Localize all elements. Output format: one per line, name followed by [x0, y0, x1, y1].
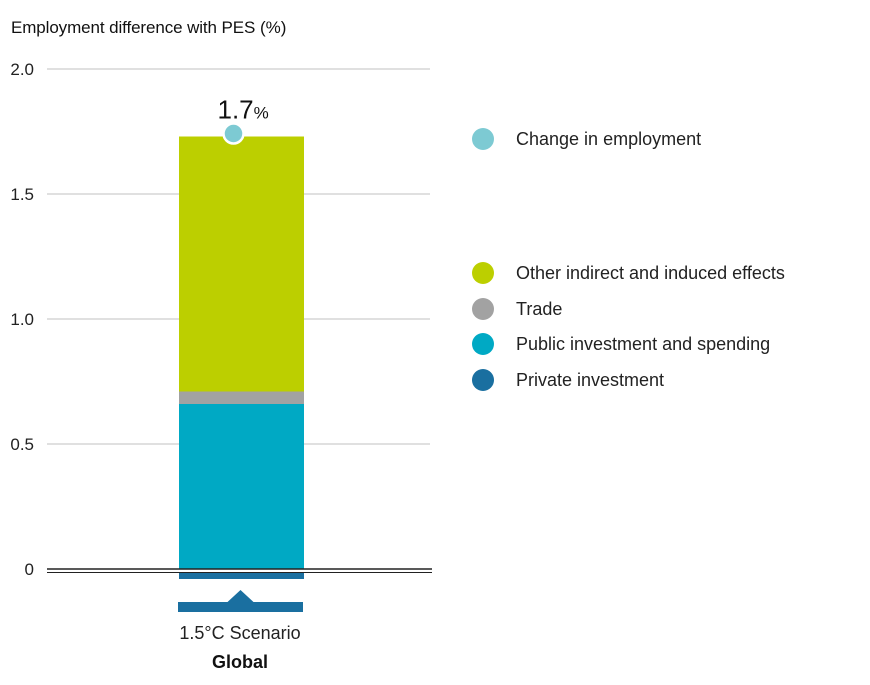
- legend-label: Trade: [516, 298, 563, 319]
- total-marker: [222, 122, 245, 145]
- legend-marker: [472, 333, 494, 355]
- legend-marker: [472, 262, 494, 284]
- legend-item-private-investment: Private investment: [472, 369, 664, 391]
- legend-marker: [472, 298, 494, 320]
- y-tick-label: 2.0: [10, 60, 34, 79]
- bar-segment-public-investment-and-spending: [179, 404, 304, 569]
- y-tick-label: 1.0: [10, 310, 34, 329]
- legend-item-other-indirect: Other indirect and induced effects: [472, 262, 785, 284]
- bar-segment-trade: [179, 391, 304, 404]
- y-tick-label: 1.5: [10, 185, 34, 204]
- total-unit: %: [254, 104, 269, 123]
- total-value: 1.7: [218, 95, 254, 125]
- legend-label: Change in employment: [516, 128, 702, 149]
- legend-label: Other indirect and induced effects: [516, 262, 785, 283]
- x-category-label: 1.5°C Scenario: [179, 623, 300, 643]
- y-tick-label: 0: [25, 560, 34, 579]
- legend-item-change-in-employment: Change in employment: [472, 128, 701, 150]
- bar-segment-private-investment: [179, 572, 304, 579]
- total-data-label: 1.7%: [218, 95, 269, 125]
- legend-marker: [472, 369, 494, 391]
- chart-title-text: Employment difference with PES: [11, 18, 256, 37]
- legend-marker: [472, 128, 494, 150]
- category-bracket: [178, 590, 303, 612]
- legend-label: Public investment and spending: [516, 333, 771, 354]
- y-tick-label: 0.5: [10, 435, 34, 454]
- x-group-label: Global: [212, 652, 268, 672]
- legend-item-trade: Trade: [472, 298, 562, 320]
- legend-item-public-investment: Public investment and spending: [472, 333, 770, 355]
- legend-label: Private investment: [516, 369, 665, 390]
- chart-title-unit: (%): [259, 18, 287, 37]
- chart-title: Employment difference with PES (%): [11, 18, 286, 38]
- bar-segment-other-indirect-and-induced-effects: [179, 136, 304, 392]
